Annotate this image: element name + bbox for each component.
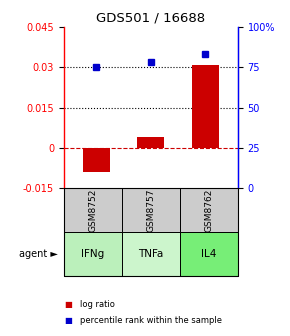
Text: TNFa: TNFa bbox=[138, 249, 164, 259]
Bar bbox=[192, 65, 219, 148]
Text: ■: ■ bbox=[64, 300, 72, 308]
Title: GDS501 / 16688: GDS501 / 16688 bbox=[96, 11, 205, 24]
Text: IL4: IL4 bbox=[201, 249, 217, 259]
Text: IFNg: IFNg bbox=[81, 249, 104, 259]
Text: agent ►: agent ► bbox=[19, 249, 58, 259]
Text: log ratio: log ratio bbox=[80, 300, 115, 308]
Bar bbox=[137, 137, 164, 148]
Text: ■: ■ bbox=[64, 317, 72, 325]
Text: GSM8757: GSM8757 bbox=[146, 188, 155, 232]
Text: percentile rank within the sample: percentile rank within the sample bbox=[80, 317, 222, 325]
Text: GSM8762: GSM8762 bbox=[204, 188, 213, 232]
Bar bbox=[83, 148, 110, 172]
Text: GSM8752: GSM8752 bbox=[88, 188, 97, 232]
